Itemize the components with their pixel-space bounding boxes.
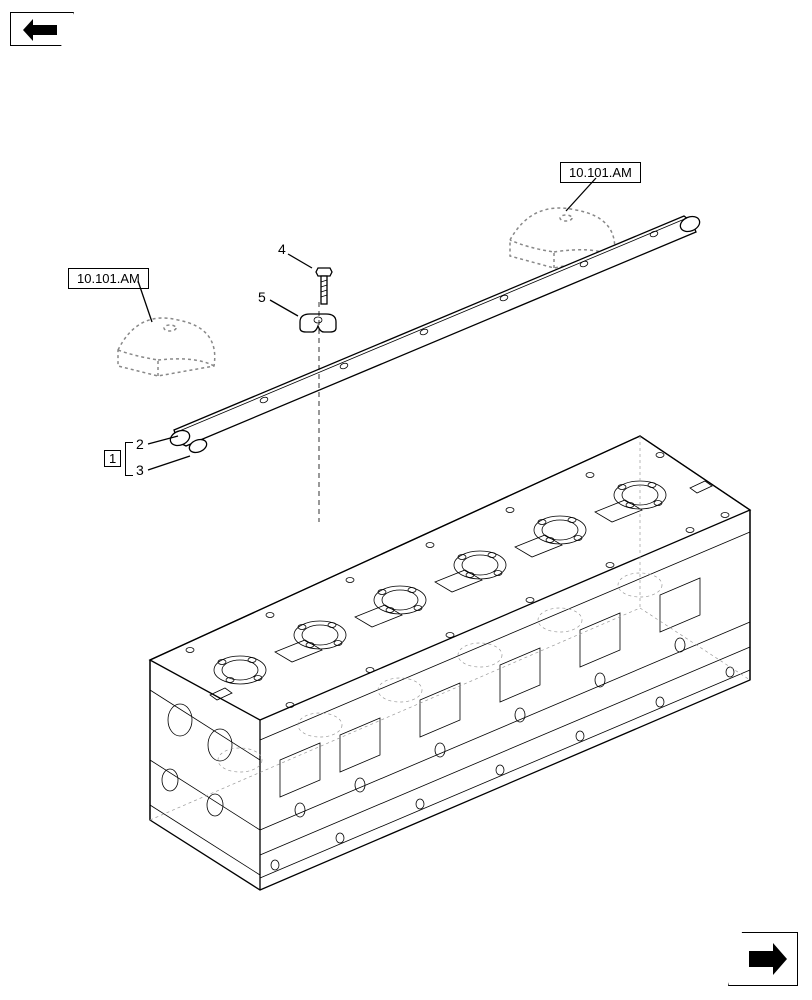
callout-4: 4 bbox=[278, 241, 286, 257]
nav-arrow-bottom-right[interactable] bbox=[728, 932, 798, 986]
callout-5: 5 bbox=[258, 289, 266, 305]
nav-arrow-top-left[interactable] bbox=[10, 12, 74, 46]
cylinder-head-block bbox=[60, 360, 760, 900]
